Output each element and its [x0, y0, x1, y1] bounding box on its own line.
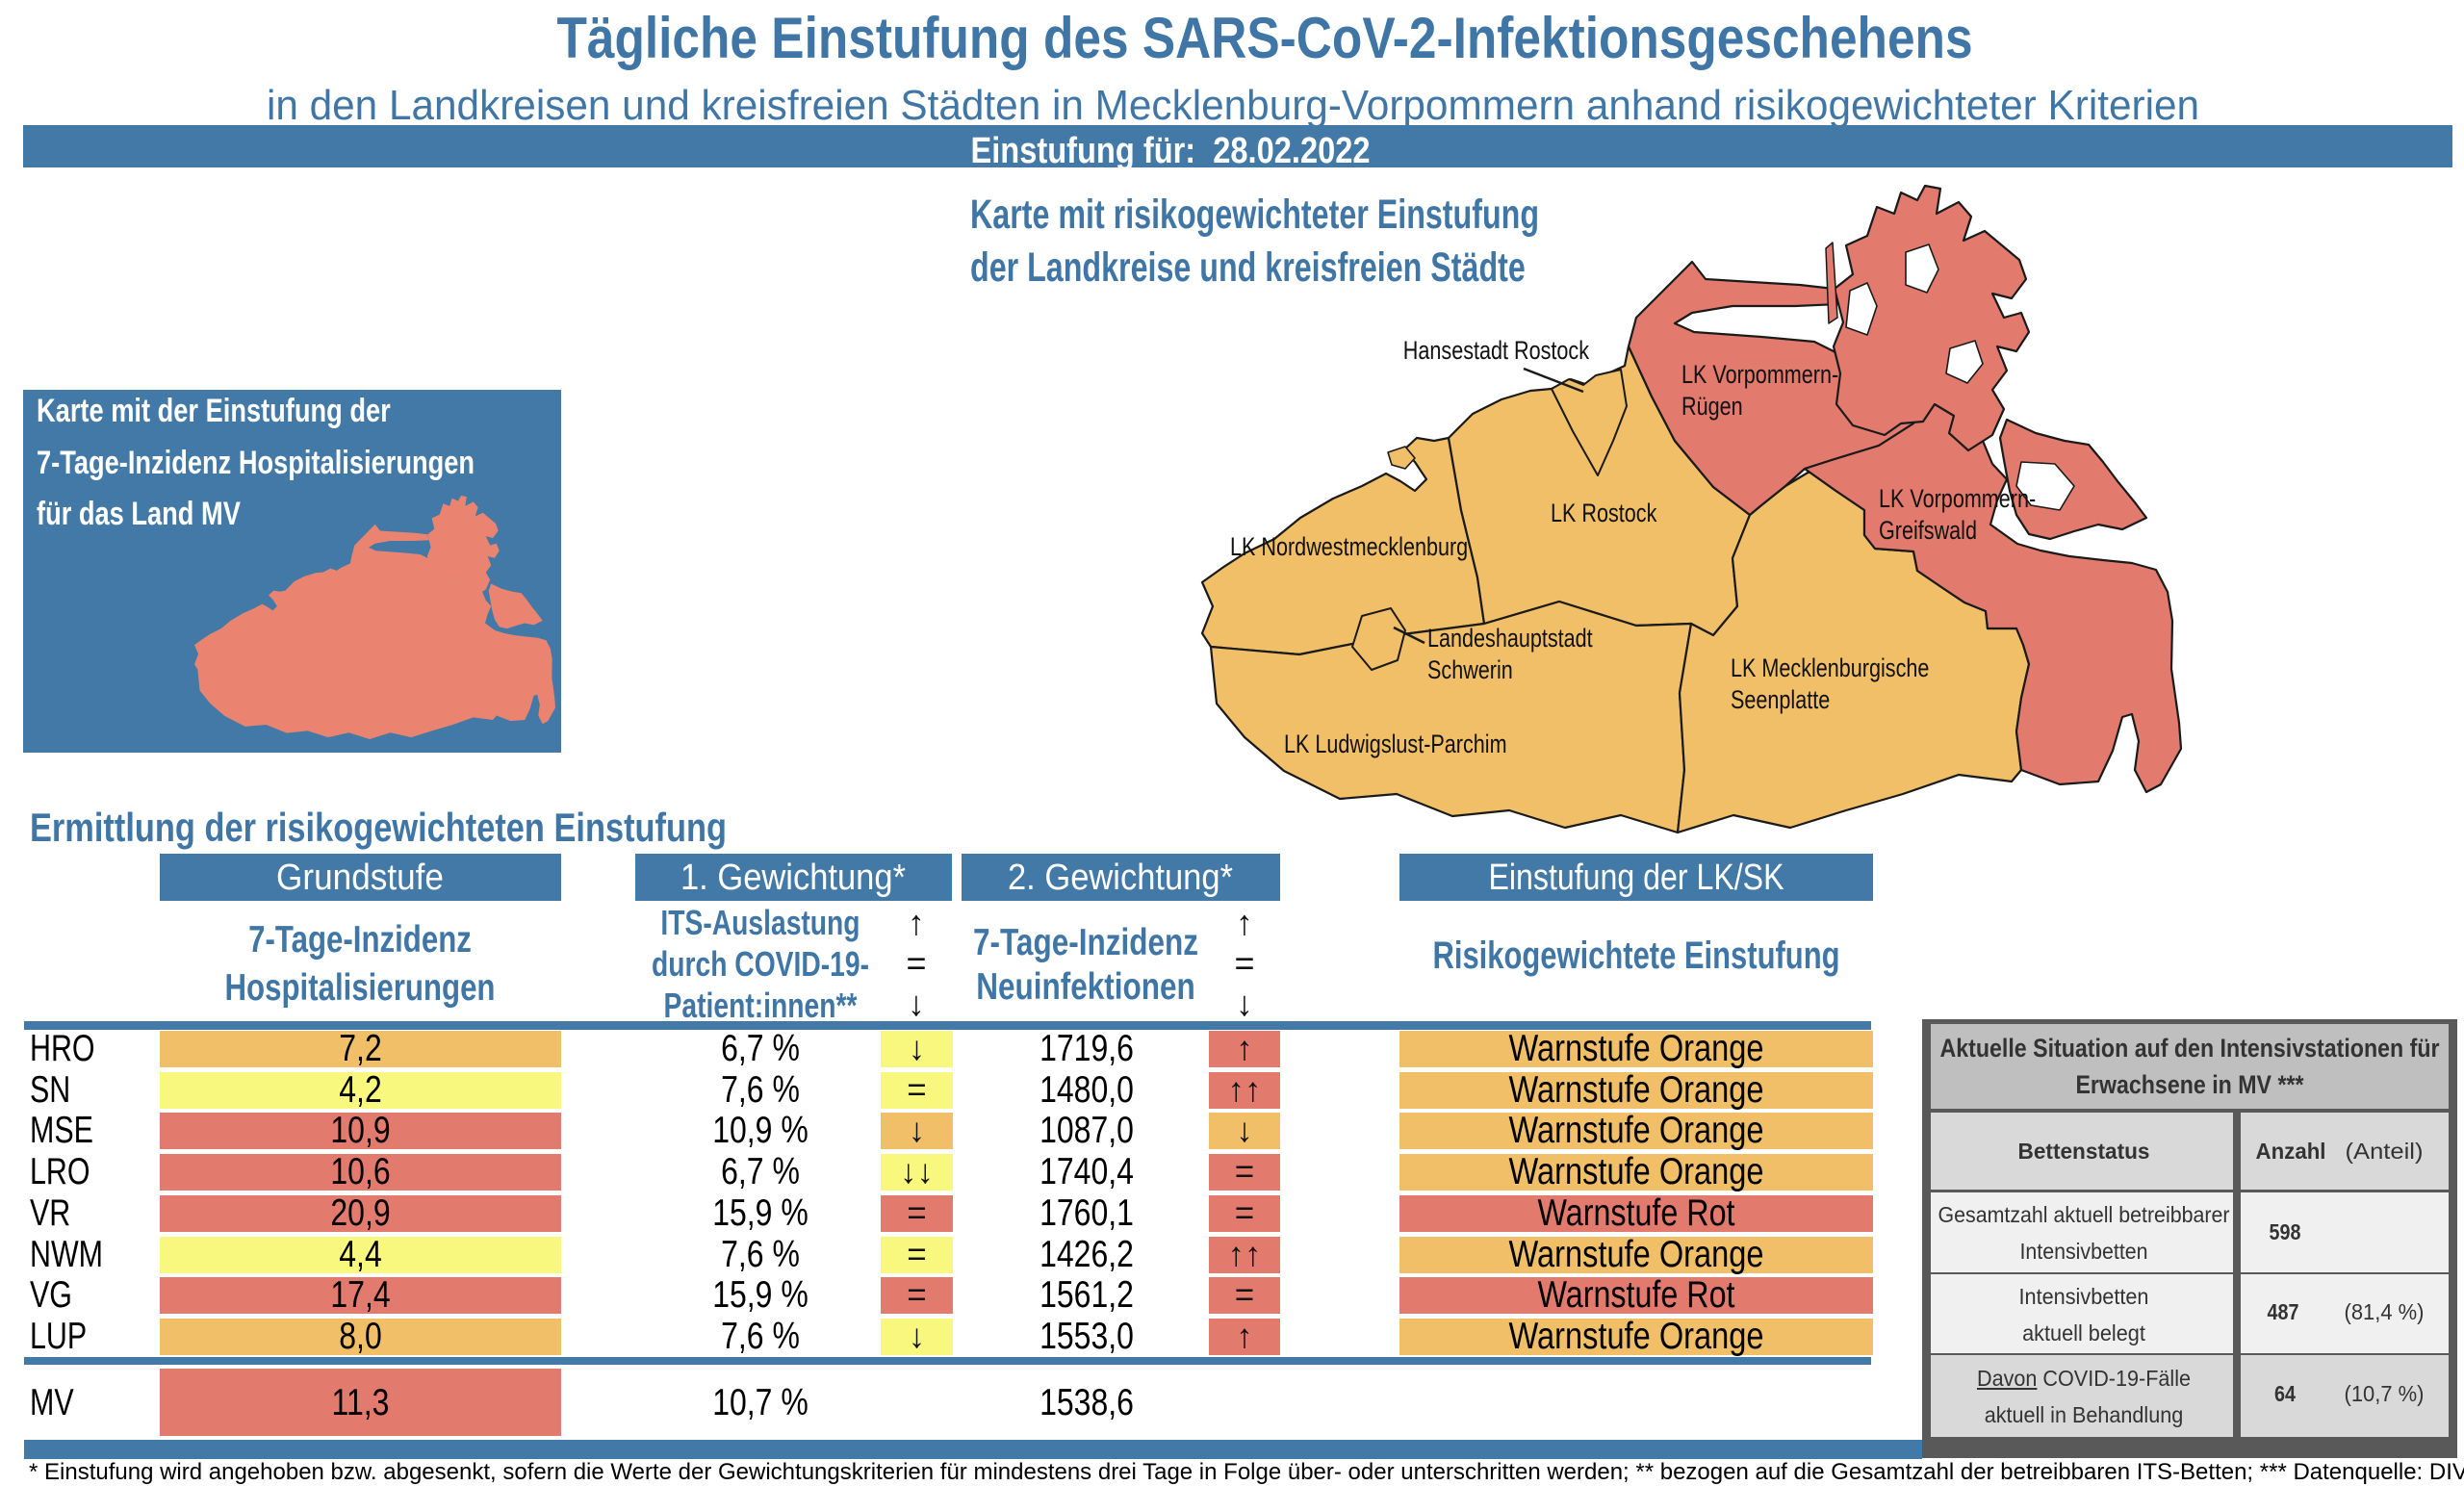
svg-text:LK Ludwigslust-Parchim: LK Ludwigslust-Parchim [1284, 730, 1507, 759]
svg-text:LK Rostock: LK Rostock [1551, 500, 1657, 528]
svg-text:LK Nordwestmecklenburg: LK Nordwestmecklenburg [1230, 533, 1468, 562]
svg-text:LK Vorpommern-Greifswald: LK Vorpommern-Greifswald [1879, 485, 2036, 546]
svg-text:Hansestadt Rostock: Hansestadt Rostock [1403, 337, 1590, 366]
svg-text:LK Vorpommern-Rügen: LK Vorpommern-Rügen [1681, 361, 1838, 422]
